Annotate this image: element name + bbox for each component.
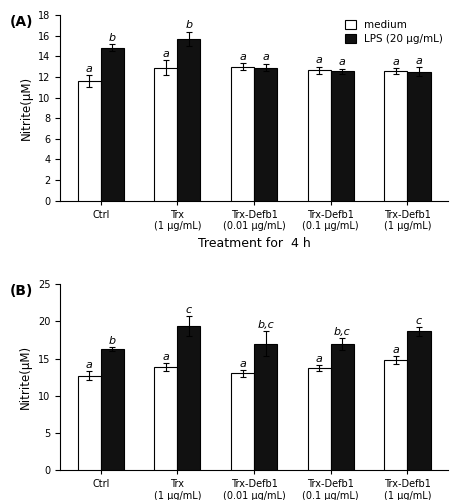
- Text: a: a: [316, 354, 323, 364]
- Text: a: a: [393, 56, 400, 66]
- Text: a: a: [415, 56, 422, 66]
- Text: a: a: [86, 64, 93, 74]
- Text: c: c: [416, 316, 422, 326]
- Bar: [78, 376, 101, 470]
- Bar: [78, 81, 101, 200]
- Bar: [254, 344, 277, 470]
- Text: a: a: [163, 352, 170, 362]
- Text: b: b: [185, 20, 193, 30]
- Bar: [154, 68, 177, 200]
- Text: b: b: [109, 336, 116, 345]
- Bar: [308, 368, 331, 470]
- Bar: [177, 39, 201, 200]
- Text: a: a: [316, 55, 323, 65]
- Text: c: c: [186, 305, 192, 315]
- Bar: [101, 349, 124, 470]
- Bar: [384, 360, 407, 470]
- Text: a: a: [86, 360, 93, 370]
- Text: (B): (B): [10, 284, 33, 298]
- Text: b,c: b,c: [334, 326, 351, 336]
- Y-axis label: Nitrite(μM): Nitrite(μM): [19, 76, 32, 140]
- Bar: [177, 326, 201, 470]
- Bar: [254, 68, 277, 200]
- Bar: [101, 48, 124, 201]
- Bar: [331, 71, 354, 200]
- Bar: [407, 72, 431, 200]
- Text: a: a: [393, 345, 400, 355]
- Bar: [308, 70, 331, 200]
- Text: (A): (A): [10, 15, 33, 29]
- Legend: medium, LPS (20 μg/mL): medium, LPS (20 μg/mL): [341, 16, 447, 48]
- Text: a: a: [239, 52, 246, 62]
- Bar: [331, 344, 354, 470]
- Text: b: b: [109, 33, 116, 43]
- Text: a: a: [163, 49, 170, 59]
- Text: a: a: [262, 52, 269, 62]
- Bar: [231, 66, 254, 200]
- Text: b,c: b,c: [257, 320, 274, 330]
- Y-axis label: Nitrite(μM): Nitrite(μM): [19, 345, 32, 409]
- Bar: [154, 366, 177, 470]
- Bar: [231, 374, 254, 470]
- Bar: [407, 331, 431, 470]
- Bar: [384, 71, 407, 200]
- Text: a: a: [239, 359, 246, 369]
- X-axis label: Treatment for  4 h: Treatment for 4 h: [198, 237, 310, 250]
- Text: a: a: [339, 57, 346, 67]
